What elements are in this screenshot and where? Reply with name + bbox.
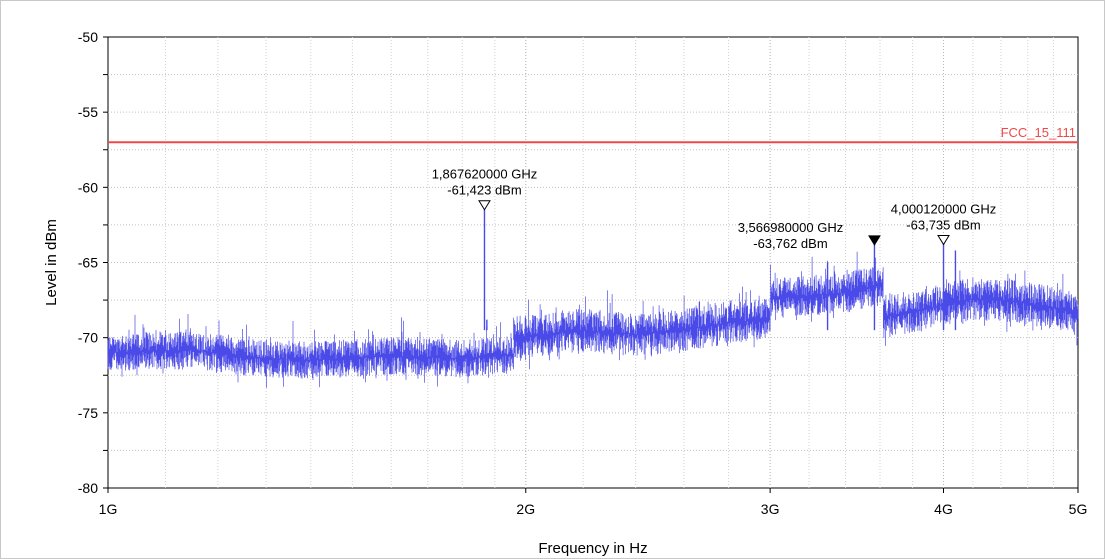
x-tick-label: 4G [934,501,953,517]
marker-frequency-label: 1,867620000 GHz [432,167,538,182]
x-tick-label: 2G [516,501,535,517]
y-tick-label: -70 [78,330,98,346]
y-tick-label: -80 [78,480,98,496]
x-tick-label: 1G [99,501,118,517]
trace-segment [883,270,1079,346]
y-axis-ticks: -50 -55 -60 -65 -70 -75 -80 [78,29,98,496]
trace-segment [107,314,514,388]
minor-tick-marks [103,36,108,489]
grid-lines [108,37,1078,488]
trace-segment [769,251,884,322]
marker-frequency-label: 3,566980000 GHz [738,220,844,235]
limit-line-group: FCC_15_111 [108,125,1078,144]
marker-level-label: -63,762 dBm [753,236,827,251]
marker-level-label: -63,735 dBm [906,217,980,232]
x-axis-ticks: 1G 2G 3G 4G 5G [99,488,1088,517]
marker-triangle [478,200,491,211]
y-tick-label: -50 [78,29,98,45]
y-tick-label: -60 [78,179,98,195]
markers: 1,867620000 GHz-61,423 dBm 3,566980000 GH… [432,167,997,251]
marker-triangle [937,234,950,246]
marker-level-label: -61,423 dBm [447,183,521,198]
x-tick-label: 3G [761,501,780,517]
y-tick-label: -75 [78,405,98,421]
x-tick-label: 5G [1069,501,1088,517]
marker-frequency-label: 4,000120000 GHz [891,201,997,216]
plot-area [107,36,1079,489]
marker-triangle [868,235,881,246]
limit-line-label: FCC_15_111 [1001,125,1076,140]
x-axis-label: Frequency in Hz [538,540,647,557]
y-axis-label: Level in dBm [43,219,60,306]
spectrum-trace [107,208,1079,388]
trace-segment [513,286,771,370]
y-tick-label: -55 [78,104,98,120]
y-tick-label: -65 [78,255,98,271]
